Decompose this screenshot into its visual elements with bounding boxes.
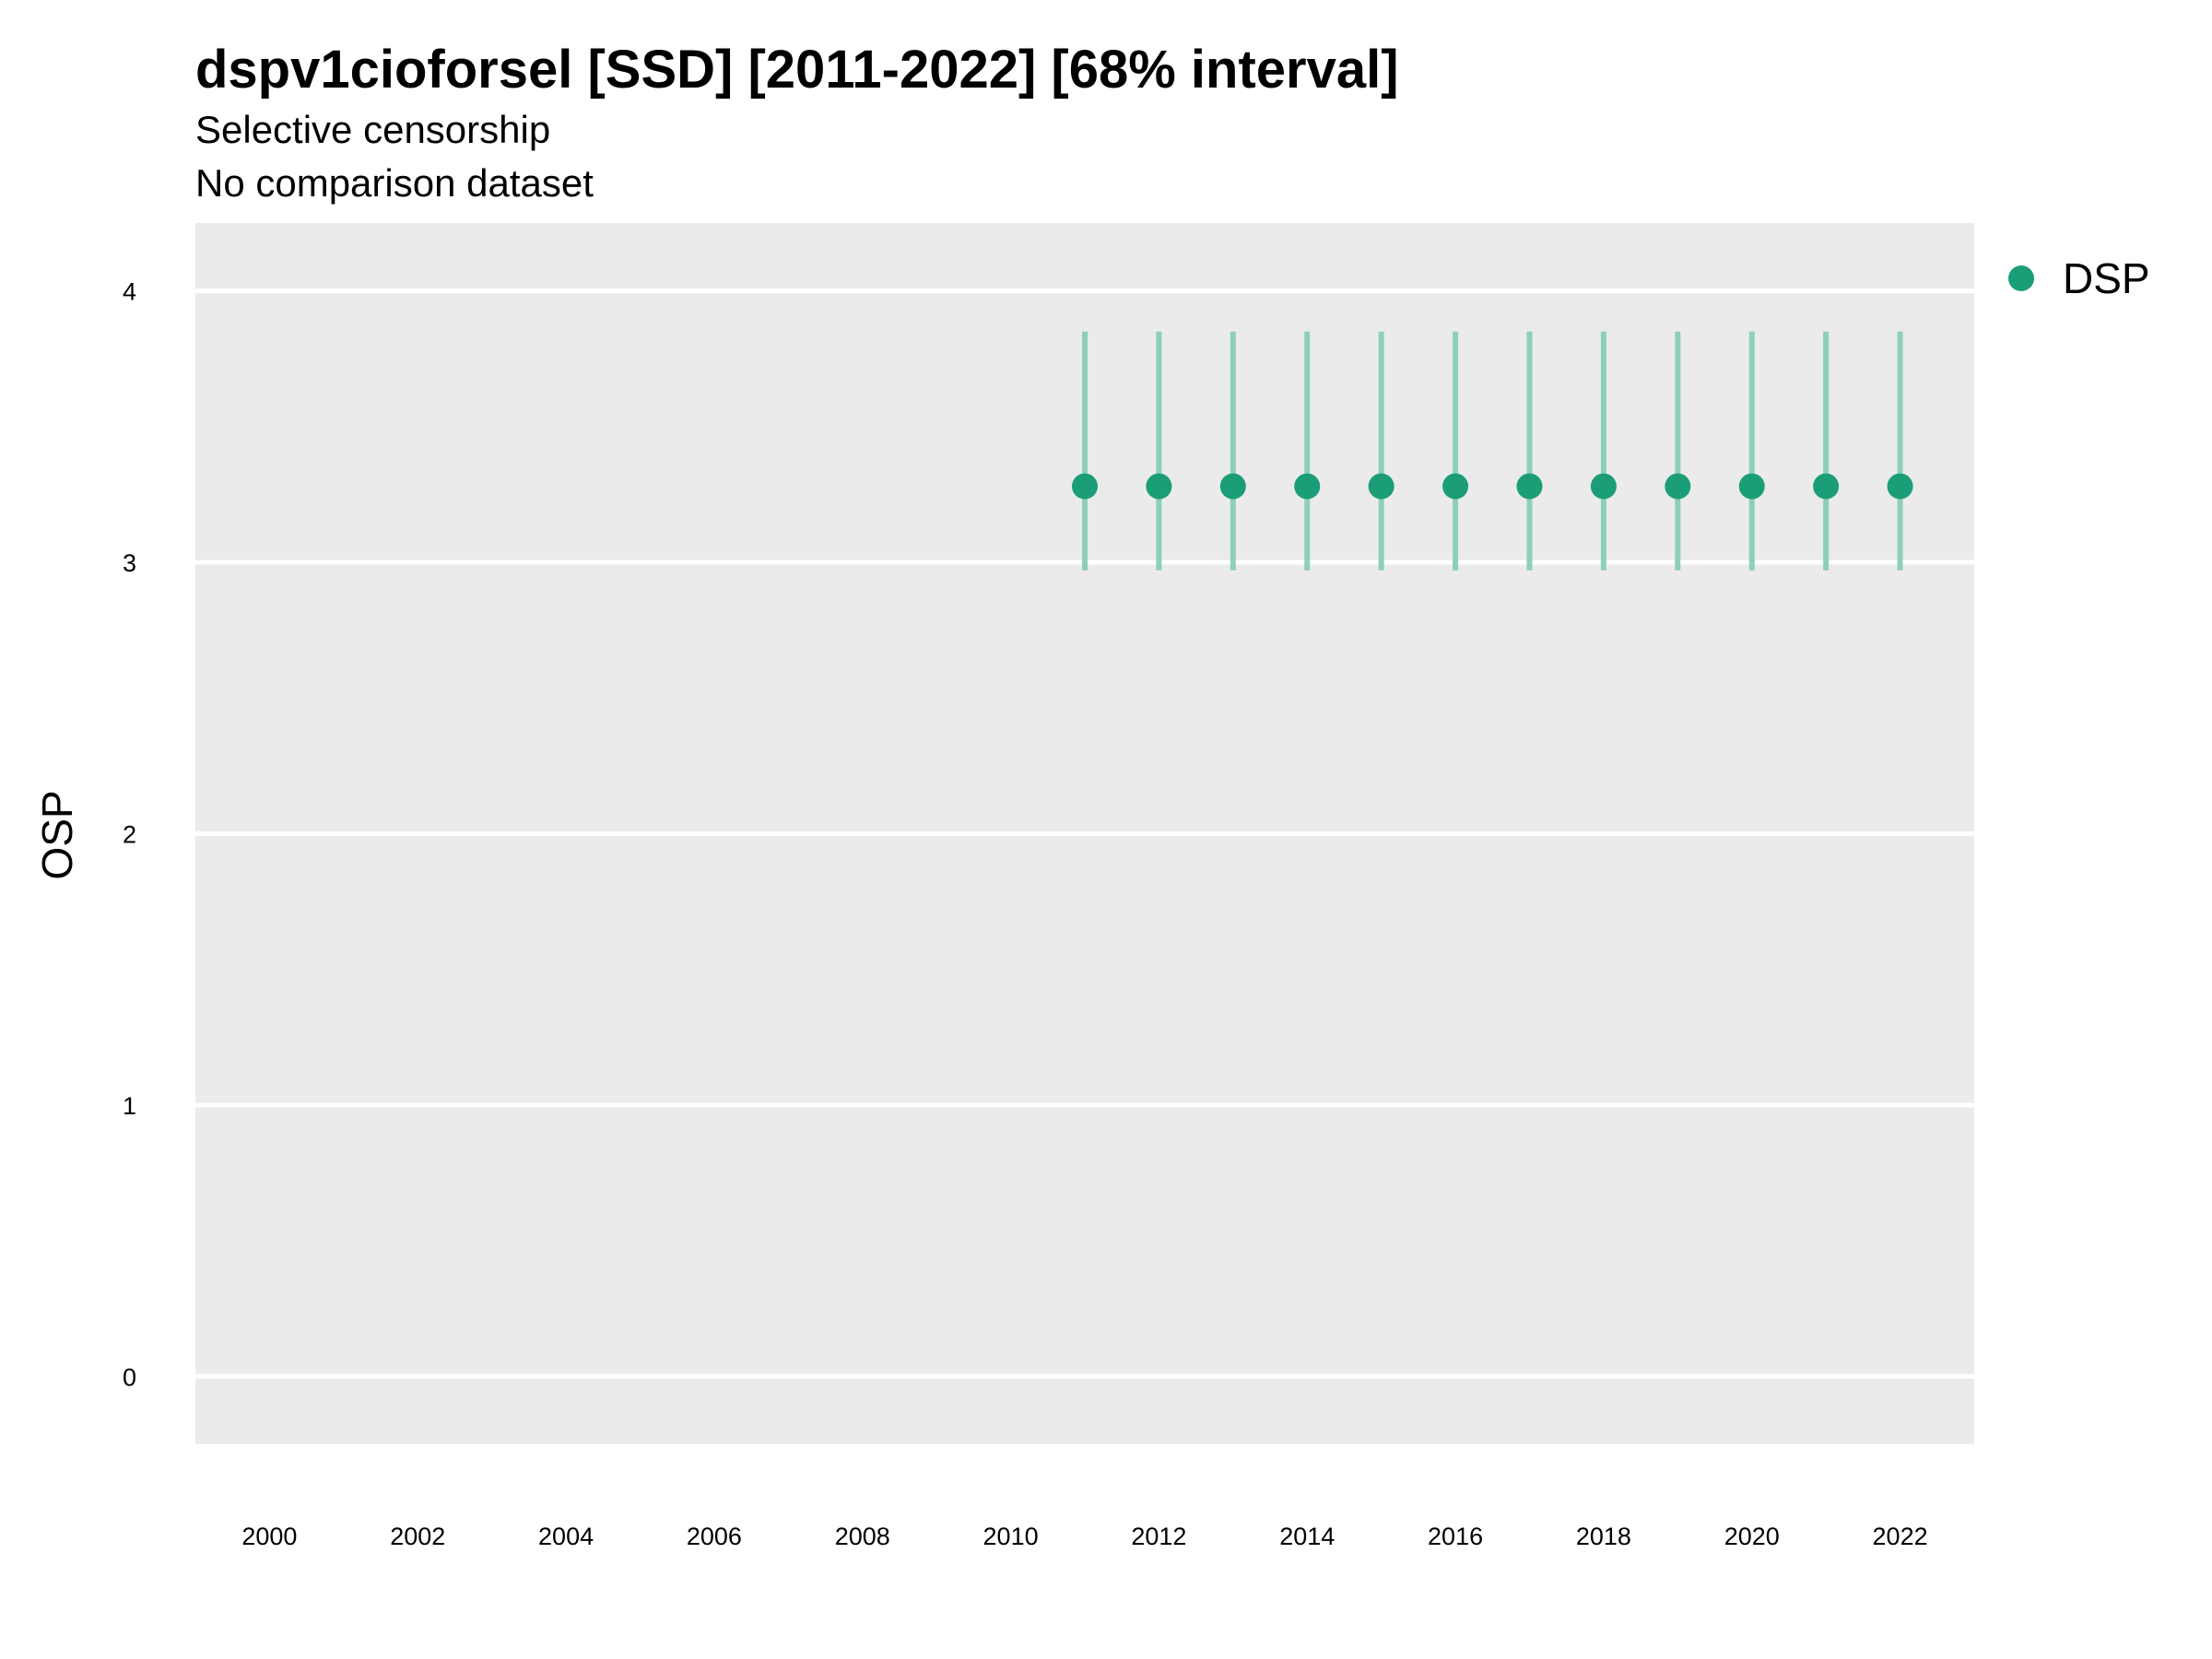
errorbars [1082,331,1903,571]
x-tick-label: 2010 [983,1523,1039,1550]
legend: DSP [2008,254,2150,302]
x-tick-label: 2008 [835,1523,890,1550]
x-tick-label: 2000 [241,1523,297,1550]
x-ticks: 2000 2002 2004 2006 2008 2010 2012 2014 2016 2018… [241,1523,1927,1550]
data-point [1294,473,1321,500]
chart-title: dspv1cioforsel [SSD] [2011-2022] [68% in… [195,40,1399,100]
x-tick-label: 2012 [1131,1523,1186,1550]
data-point [1738,473,1765,500]
legend-key-dsp [2008,265,2034,291]
data-point [1072,473,1098,500]
y-tick-label: 4 [123,278,136,306]
x-tick-label: 2002 [390,1523,445,1550]
data-point [1219,473,1246,500]
x-tick-label: 2004 [538,1523,594,1550]
data-point [1887,473,1913,500]
x-tick-label: 2006 [687,1523,742,1550]
x-tick-label: 2022 [1873,1523,1928,1550]
data-point [1516,473,1543,500]
data-point [1813,473,1840,500]
legend-label-dsp: DSP [2063,254,2150,302]
x-tick-label: 2016 [1428,1523,1483,1550]
y-tick-label: 0 [123,1363,136,1391]
y-axis-label: OSP [33,790,81,879]
chart-subtitle-2: No comparison dataset [195,161,594,205]
data-point [1146,473,1172,500]
x-tick-label: 2020 [1724,1523,1780,1550]
chart-subtitle-1: Selective censorship [195,108,550,151]
data-point [1590,473,1617,500]
data-point [1665,473,1691,500]
data-point [1442,473,1469,500]
x-tick-label: 2014 [1279,1523,1335,1550]
y-ticks: 0 1 2 3 4 [123,278,136,1392]
data-point [1368,473,1394,500]
x-tick-label: 2018 [1576,1523,1631,1550]
y-tick-label: 2 [123,821,136,849]
points [1072,473,1913,500]
y-tick-label: 3 [123,549,136,577]
y-tick-label: 1 [123,1092,136,1120]
